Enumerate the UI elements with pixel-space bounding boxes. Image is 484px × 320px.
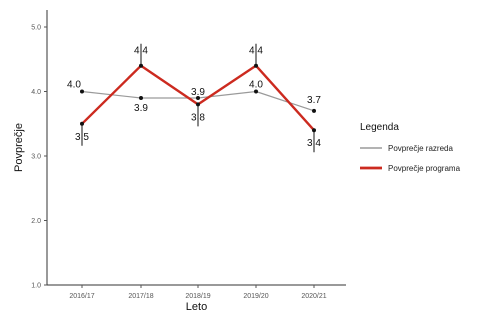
data-point xyxy=(139,95,143,100)
x-axis-title: Leto xyxy=(186,301,207,313)
x-tick-label: 2016/17 xyxy=(69,293,94,300)
data-point xyxy=(80,89,84,94)
x-axis-ticks: 2016/17 2017/18 2018/19 2019/20 2020/21 xyxy=(69,285,327,300)
y-tick-label: 3.0 xyxy=(31,154,41,161)
y-tick-label: 1.0 xyxy=(31,283,41,290)
y-axis-title: Povprečje xyxy=(13,123,25,172)
y-tick-label: 4.0 xyxy=(31,89,41,96)
data-label: 4.0 xyxy=(67,80,81,91)
data-label: 4.0 xyxy=(249,80,263,91)
data-label: 3.9 xyxy=(134,103,148,114)
axes xyxy=(46,10,346,286)
data-label: 3.7 xyxy=(307,95,321,106)
legend-title: Legenda xyxy=(360,122,399,133)
y-tick-label: 2.0 xyxy=(31,218,41,225)
data-point xyxy=(312,108,316,113)
x-tick-label: 2020/21 xyxy=(301,293,326,300)
data-label: 3.9 xyxy=(191,87,205,98)
data-point xyxy=(196,95,200,100)
y-tick-label: 5.0 xyxy=(31,25,41,32)
y-axis-ticks: 1.0 2.0 3.0 4.0 5.0 xyxy=(31,25,47,290)
legend: Legenda Povprečje razreda Povprečje progr… xyxy=(360,122,461,173)
series-layer: 4.03.93.94.03.73.54.43.84.43.4 xyxy=(67,43,321,153)
legend-entry-label: Povprečje programa xyxy=(388,164,461,173)
legend-entry-label: Povprečje razreda xyxy=(388,144,453,153)
x-tick-label: 2018/19 xyxy=(185,293,210,300)
x-tick-label: 2017/18 xyxy=(128,293,153,300)
data-point xyxy=(254,89,258,94)
x-tick-label: 2019/20 xyxy=(243,293,268,300)
